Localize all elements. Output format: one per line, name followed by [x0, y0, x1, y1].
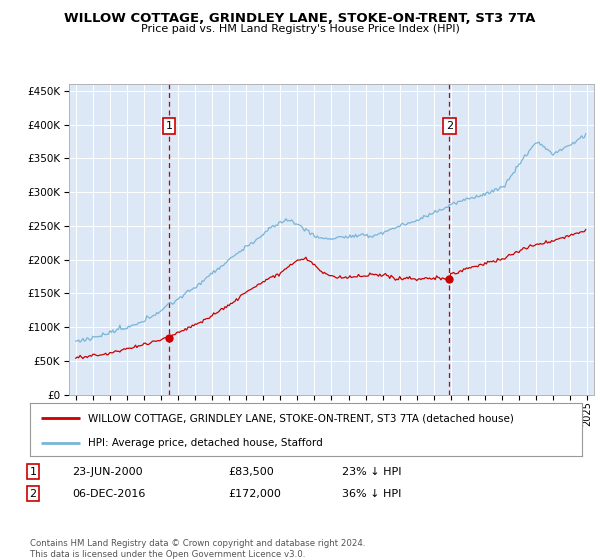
- Text: 1: 1: [29, 466, 37, 477]
- Text: 36% ↓ HPI: 36% ↓ HPI: [342, 489, 401, 499]
- Text: 2: 2: [29, 489, 37, 499]
- Text: £83,500: £83,500: [228, 466, 274, 477]
- Text: 2: 2: [446, 121, 453, 131]
- Text: 06-DEC-2016: 06-DEC-2016: [72, 489, 145, 499]
- Text: WILLOW COTTAGE, GRINDLEY LANE, STOKE-ON-TRENT, ST3 7TA: WILLOW COTTAGE, GRINDLEY LANE, STOKE-ON-…: [64, 12, 536, 25]
- Text: 1: 1: [166, 121, 173, 131]
- Text: 23% ↓ HPI: 23% ↓ HPI: [342, 466, 401, 477]
- Text: Contains HM Land Registry data © Crown copyright and database right 2024.
This d: Contains HM Land Registry data © Crown c…: [30, 539, 365, 559]
- Text: HPI: Average price, detached house, Stafford: HPI: Average price, detached house, Staf…: [88, 437, 323, 447]
- Text: Price paid vs. HM Land Registry's House Price Index (HPI): Price paid vs. HM Land Registry's House …: [140, 24, 460, 34]
- Text: £172,000: £172,000: [228, 489, 281, 499]
- Text: 23-JUN-2000: 23-JUN-2000: [72, 466, 143, 477]
- Text: WILLOW COTTAGE, GRINDLEY LANE, STOKE-ON-TRENT, ST3 7TA (detached house): WILLOW COTTAGE, GRINDLEY LANE, STOKE-ON-…: [88, 413, 514, 423]
